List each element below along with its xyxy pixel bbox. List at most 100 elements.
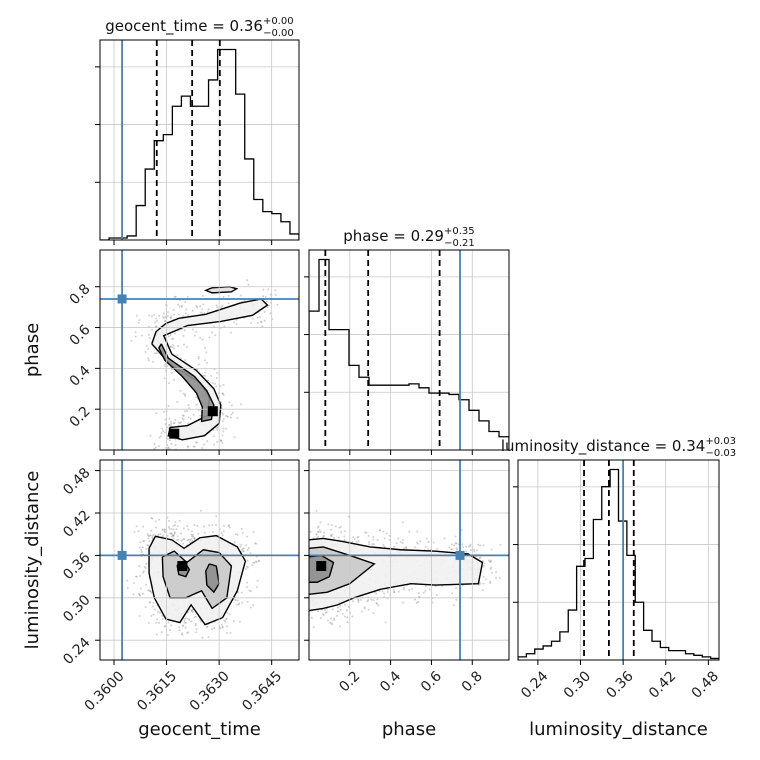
x-tick-label: 0.3645 bbox=[239, 668, 285, 714]
scatter-point bbox=[172, 537, 175, 540]
scatter-point bbox=[176, 401, 179, 404]
scatter-point bbox=[419, 540, 422, 543]
scatter-point bbox=[177, 538, 180, 541]
scatter-point bbox=[330, 524, 333, 527]
scatter-point bbox=[478, 583, 481, 586]
scatter-point bbox=[393, 591, 396, 594]
scatter-point bbox=[194, 624, 197, 627]
scatter-point bbox=[180, 357, 183, 360]
title-minus: −0.03 bbox=[705, 448, 736, 459]
scatter-point bbox=[260, 321, 263, 324]
scatter-point bbox=[240, 527, 243, 530]
scatter-point bbox=[206, 626, 209, 629]
scatter-point bbox=[173, 532, 176, 535]
scatter-point bbox=[166, 634, 169, 637]
scatter-point bbox=[469, 543, 472, 546]
scatter-point bbox=[263, 311, 266, 314]
scatter-point bbox=[312, 626, 315, 629]
scatter-point bbox=[167, 621, 170, 624]
scatter-point bbox=[223, 619, 226, 622]
scatter-point bbox=[151, 605, 154, 608]
scatter-point bbox=[401, 521, 404, 524]
scatter-point bbox=[482, 564, 485, 567]
scatter-point bbox=[144, 606, 147, 609]
scatter-point bbox=[190, 537, 193, 540]
x-tick-label: 0.6 bbox=[418, 668, 445, 695]
scatter-point bbox=[168, 519, 171, 522]
scatter-point bbox=[477, 543, 480, 546]
panel-frame bbox=[99, 459, 300, 661]
scatter-point bbox=[155, 325, 158, 328]
scatter-point bbox=[452, 544, 455, 547]
scatter-point bbox=[160, 432, 163, 435]
scatter-point bbox=[172, 524, 175, 527]
scatter-point bbox=[231, 411, 234, 414]
scatter-point bbox=[294, 503, 296, 505]
scatter-point bbox=[179, 421, 182, 424]
scatter-point bbox=[249, 606, 252, 609]
scatter-point bbox=[202, 374, 205, 377]
scatter-point bbox=[372, 538, 375, 541]
scatter-point bbox=[472, 548, 475, 551]
scatter-point bbox=[134, 331, 137, 334]
scatter-point bbox=[187, 538, 190, 541]
scatter-point bbox=[495, 571, 498, 574]
panel-title: phase = 0.29+0.35 −0.21 bbox=[343, 226, 475, 249]
scatter-point bbox=[191, 473, 193, 475]
scatter-point bbox=[148, 535, 151, 538]
scatter-point bbox=[181, 624, 184, 627]
scatter-point bbox=[200, 620, 203, 623]
scatter-point bbox=[452, 604, 455, 607]
scatter-point bbox=[487, 559, 490, 562]
scatter-point bbox=[180, 304, 183, 307]
scatter-point bbox=[418, 595, 421, 598]
scatter-point bbox=[158, 436, 161, 439]
scatter-point bbox=[148, 540, 151, 543]
scatter-point bbox=[162, 429, 165, 432]
scatter-point bbox=[192, 445, 195, 448]
density-peak bbox=[207, 406, 218, 417]
scatter-point bbox=[141, 592, 144, 595]
scatter-point bbox=[224, 620, 227, 623]
histogram-geocent_time bbox=[100, 48, 299, 240]
title-minus: −0.21 bbox=[444, 238, 475, 249]
scatter-point bbox=[233, 598, 236, 601]
x-axis-label: luminosity_distance bbox=[529, 719, 708, 740]
scatter-point bbox=[250, 590, 253, 593]
scatter-point bbox=[319, 521, 322, 524]
scatter-point bbox=[237, 603, 240, 606]
scatter-point bbox=[178, 305, 181, 308]
scatter-point bbox=[191, 611, 194, 614]
scatter-point bbox=[330, 622, 333, 625]
scatter-point bbox=[135, 314, 138, 317]
scatter-point bbox=[142, 540, 145, 543]
scatter-point bbox=[191, 608, 194, 611]
scatter-point bbox=[201, 312, 204, 315]
scatter-point bbox=[246, 581, 249, 584]
scatter-point bbox=[316, 530, 319, 533]
scatter-point bbox=[337, 610, 340, 613]
scatter-point bbox=[489, 560, 492, 563]
scatter-point bbox=[336, 610, 339, 613]
scatter-point bbox=[383, 592, 386, 595]
scatter-point bbox=[258, 560, 261, 563]
scatter-point bbox=[383, 545, 386, 548]
scatter-point bbox=[203, 531, 206, 534]
scatter-point bbox=[377, 604, 380, 607]
scatter-point bbox=[221, 392, 224, 395]
scatter-point bbox=[174, 523, 177, 526]
scatter-point bbox=[315, 509, 318, 512]
scatter-point bbox=[174, 332, 177, 335]
scatter-point bbox=[183, 537, 186, 540]
scatter-point bbox=[246, 559, 249, 562]
scatter-point bbox=[318, 529, 321, 532]
scatter-point bbox=[388, 538, 391, 541]
scatter-point bbox=[134, 335, 137, 338]
scatter-point bbox=[229, 331, 232, 334]
scatter-point bbox=[222, 530, 225, 533]
scatter-point bbox=[143, 565, 146, 568]
scatter-point bbox=[228, 526, 231, 529]
scatter-point bbox=[254, 542, 257, 545]
scatter-point bbox=[403, 546, 406, 549]
scatter-point bbox=[174, 295, 177, 298]
